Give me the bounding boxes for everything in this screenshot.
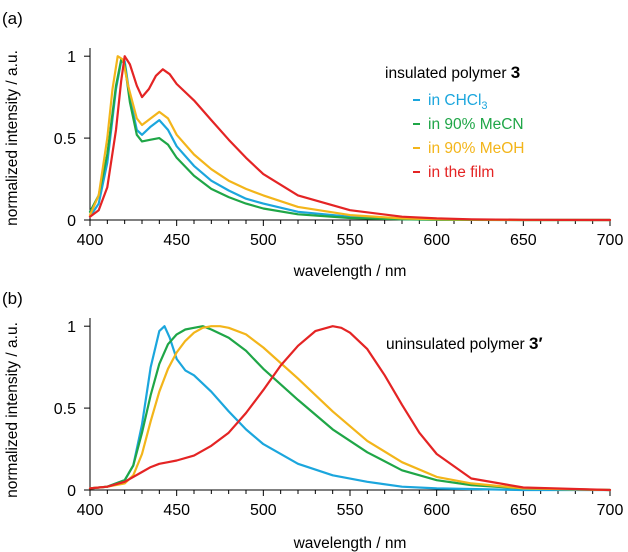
y-tick-label-a-2: 1 <box>67 49 76 66</box>
x-axis-label-b: wavelength / nm <box>293 535 407 552</box>
series-line-a-1 <box>88 58 612 222</box>
series-line-a-0 <box>88 59 612 222</box>
y-axis-label-a: normalized intensity / a.u. <box>4 50 21 226</box>
x-tick-label-a-700: 700 <box>597 232 624 249</box>
legend-entries-a: in CHCl3 in 90% MeCN in 90% MeOH in the fil… <box>413 92 524 181</box>
legend-label-a-2: in 90% MeOH <box>428 140 524 157</box>
x-tick-label-b-600: 600 <box>423 502 450 519</box>
x-tick-label-a-600: 600 <box>423 232 450 249</box>
series-line-a-3 <box>88 55 612 222</box>
series-line-b-0 <box>88 325 612 492</box>
legend-title-b: uninsulated polymer 3′ <box>386 334 543 353</box>
series-group-a <box>88 55 612 222</box>
x-tick-label-a-500: 500 <box>250 232 277 249</box>
y-tick-label-b-0: 0 <box>67 483 76 500</box>
x-tick-label-b-550: 550 <box>337 502 364 519</box>
legend-label-a-1: in 90% MeCN <box>428 116 524 133</box>
y-tick-label-a-0: 0 <box>67 213 76 230</box>
series-group-b <box>88 325 612 492</box>
panel-label-b: (b) <box>2 289 23 308</box>
series-line-b-3 <box>88 325 612 492</box>
x-axis-label-a: wavelength / nm <box>293 263 407 280</box>
y-axis-label-b: normalized intensity / a.u. <box>4 322 21 498</box>
legend-title-a: insulated polymer 3 <box>385 63 520 82</box>
y-tick-label-b-2: 1 <box>67 319 76 336</box>
x-tick-label-b-500: 500 <box>250 502 277 519</box>
legend-label-a-3: in the film <box>428 164 494 181</box>
legend-label-a-0: in CHCl3 <box>428 92 488 112</box>
x-tick-label-a-450: 450 <box>163 232 190 249</box>
x-tick-label-a-650: 650 <box>510 232 537 249</box>
x-tick-label-a-550: 550 <box>337 232 364 249</box>
legend-b: uninsulated polymer 3′ <box>386 334 543 353</box>
panel-label-a: (a) <box>2 9 23 28</box>
x-tick-label-b-650: 650 <box>510 502 537 519</box>
y-tick-label-a-1: 0.5 <box>54 131 76 148</box>
chart-panel-b: (b) normalized intensity / a.u. waveleng… <box>2 289 623 552</box>
axis-ticks-a: 400 450 500 550 600 650 700 0 0.5 1 <box>54 49 624 249</box>
series-line-a-2 <box>88 55 612 222</box>
x-tick-label-b-450: 450 <box>163 502 190 519</box>
chart-panel-a: (a) normalized intensity / a.u. waveleng… <box>2 9 623 280</box>
x-tick-label-b-700: 700 <box>597 502 624 519</box>
x-tick-label-a-400: 400 <box>77 232 104 249</box>
series-line-b-2 <box>88 325 612 492</box>
axis-ticks-b: 400 450 500 550 600 650 700 0 0.5 1 <box>54 319 624 519</box>
y-tick-label-b-1: 0.5 <box>54 401 76 418</box>
x-tick-label-b-400: 400 <box>77 502 104 519</box>
